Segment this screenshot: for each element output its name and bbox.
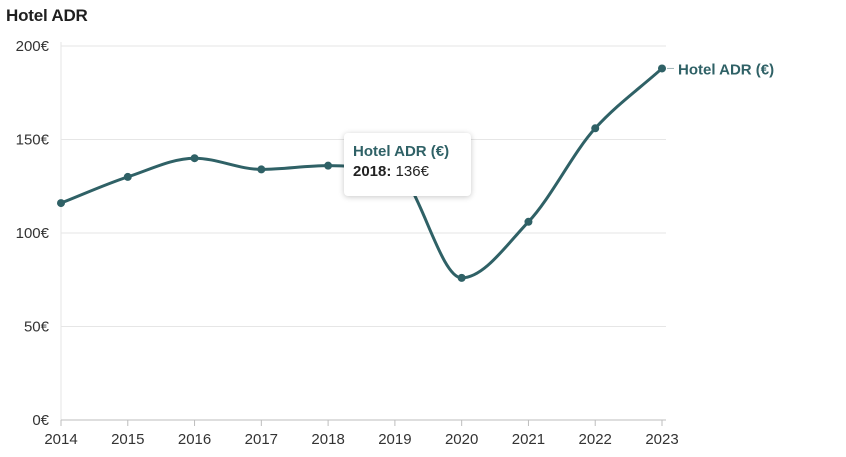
tooltip-year: 2018:	[353, 163, 392, 180]
y-tick-label: 150€	[16, 132, 50, 149]
data-point	[324, 161, 333, 170]
data-point	[658, 64, 666, 73]
data-point	[123, 172, 132, 181]
data-point	[457, 273, 466, 282]
data-point	[57, 199, 65, 208]
series-end-label: Hotel ADR (€)	[678, 61, 774, 78]
x-tick-label: 2022	[579, 431, 612, 448]
x-tick-label: 2019	[378, 431, 411, 448]
chart-tooltip: Hotel ADR (€) 2018: 136€	[344, 133, 471, 196]
x-tick-label: 2014	[44, 431, 77, 448]
chart-title: Hotel ADR	[6, 6, 88, 25]
x-tick-label: 2021	[512, 431, 545, 448]
data-point	[524, 217, 533, 226]
tooltip-value-row: 2018: 136€	[353, 162, 471, 182]
x-tick-label: 2017	[245, 431, 278, 448]
data-point	[257, 165, 266, 174]
data-point	[190, 154, 199, 163]
x-tick-label: 2015	[111, 431, 144, 448]
y-tick-label: 50€	[24, 319, 50, 336]
axes	[60, 42, 666, 426]
data-point	[591, 124, 600, 133]
y-tick-label: 0€	[32, 412, 49, 429]
tooltip-value: 136€	[395, 163, 429, 180]
x-tick-label: 2018	[311, 431, 344, 448]
x-tick-label: 2020	[445, 431, 478, 448]
tick-labels: 0€ 50€ 100€ 150€ 200€ 2014 2015 2016 2017 2018 201…	[16, 38, 774, 448]
tooltip-series-name: Hotel ADR (€)	[353, 143, 450, 160]
x-tick-label: 2023	[645, 431, 678, 448]
y-tick-label: 200€	[16, 38, 50, 55]
x-tick-label: 2016	[178, 431, 211, 448]
y-tick-label: 100€	[16, 225, 50, 242]
